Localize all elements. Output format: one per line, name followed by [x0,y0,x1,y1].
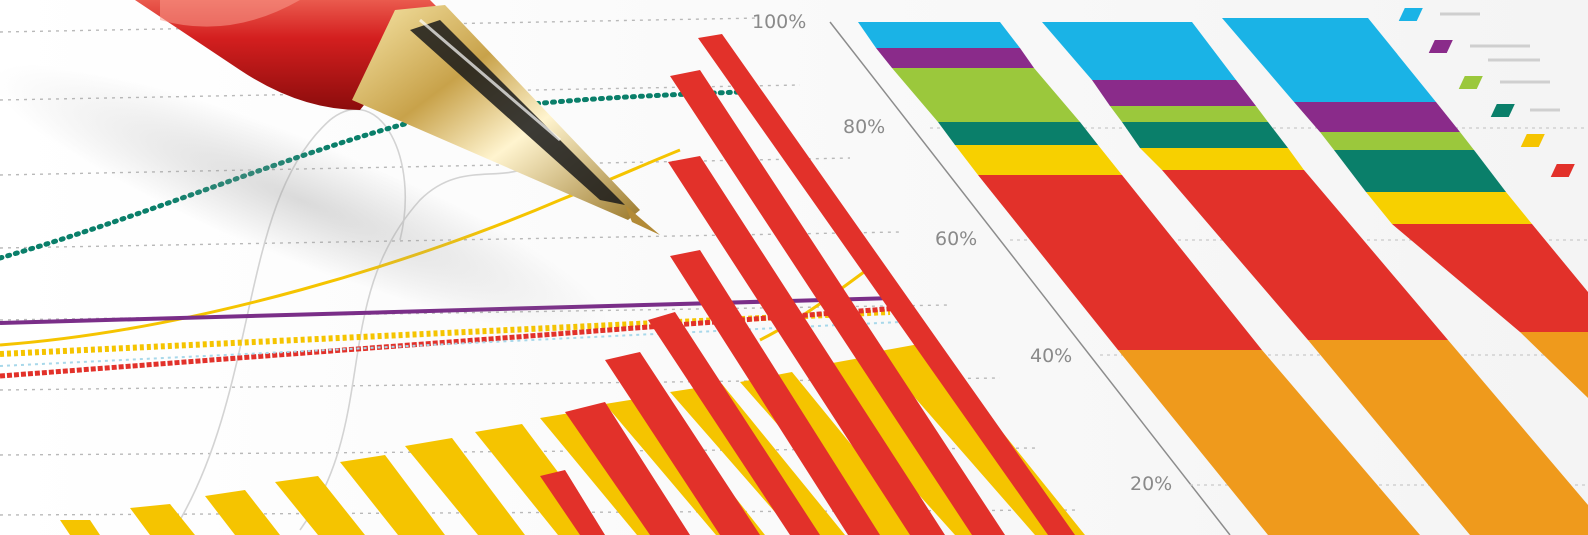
tick-80: 80% [843,116,885,138]
pen-tip [625,205,660,235]
legend-swatches [1398,8,1575,177]
tick-60: 60% [935,228,977,250]
pen [135,0,660,235]
right-axis-line [829,21,1231,535]
red-bars [540,34,1075,535]
tick-40: 40% [1030,345,1072,367]
stacked-bar-2 [1042,22,1588,535]
red-dashed-line [0,305,901,379]
percent-axis-labels: 100% 80% 60% 40% 20% [752,11,1172,495]
stacked-bar-1 [858,22,1420,535]
tick-20: 20% [1130,473,1172,495]
pen-shadow [0,64,607,336]
tick-100: 100% [752,11,806,33]
teal-dotted-line [0,89,743,261]
stacked-bar-3 [1222,18,1588,398]
